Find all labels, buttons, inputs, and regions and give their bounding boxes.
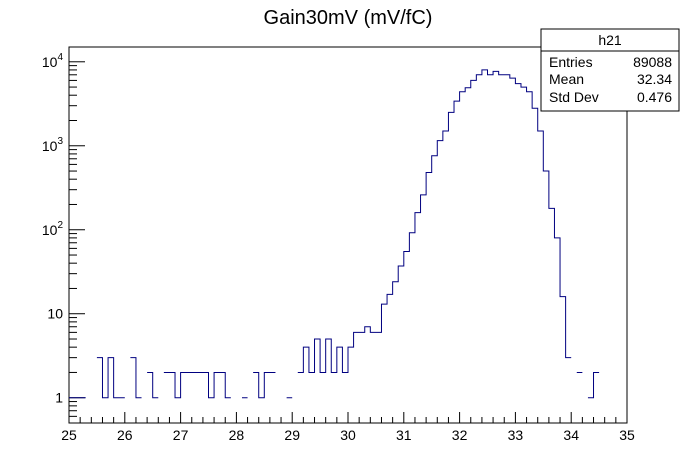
y-tick-label: 103 — [42, 136, 64, 154]
stats-stddev-label: Std Dev — [549, 89, 599, 105]
x-tick-label: 31 — [396, 427, 412, 443]
y-tick-label: 10 — [47, 306, 63, 322]
stats-stddev-value: 0.476 — [637, 89, 672, 105]
stats-mean-value: 32.34 — [637, 71, 672, 87]
stats-entries-label: Entries — [549, 54, 593, 70]
stats-mean-label: Mean — [549, 71, 584, 87]
x-tick-label: 25 — [61, 427, 77, 443]
x-tick-label: 34 — [563, 427, 579, 443]
stats-entries-value: 89088 — [633, 54, 672, 70]
x-axis: 25 26 27 28 29 30 31 32 33 34 35 — [61, 412, 635, 443]
x-tick-label: 28 — [229, 427, 245, 443]
x-tick-label: 35 — [619, 427, 635, 443]
x-tick-label: 33 — [508, 427, 524, 443]
y-tick-label: 104 — [42, 52, 64, 70]
y-axis: 1 10 102 103 104 — [42, 52, 85, 424]
x-tick-label: 26 — [117, 427, 133, 443]
x-tick-label: 29 — [284, 427, 300, 443]
stats-box-frame — [540, 28, 680, 112]
x-tick-label: 32 — [452, 427, 468, 443]
chart-title: Gain30mV (mV/fC) — [264, 7, 433, 29]
stats-box: h21 Entries 89088 Mean 32.34 Std Dev 0.4… — [540, 28, 680, 112]
y-tick-label: 102 — [42, 220, 64, 238]
y-tick-label: 1 — [55, 390, 63, 406]
x-tick-label: 27 — [173, 427, 189, 443]
stats-box-name: h21 — [598, 32, 622, 48]
histogram-line — [69, 69, 600, 399]
x-tick-label: 30 — [340, 427, 356, 443]
